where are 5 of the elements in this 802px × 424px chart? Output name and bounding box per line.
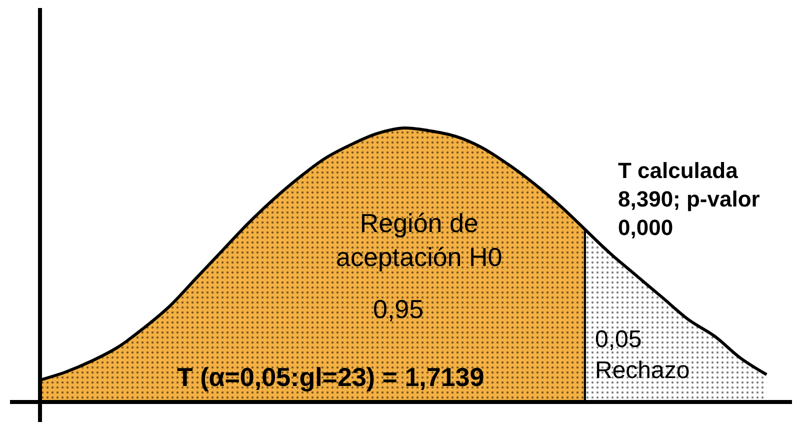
annotation: 0,95 [373,294,424,324]
annotation: Región de aceptación H0 [336,208,502,272]
annotation: T (α=0,05:gl=23) = 1,7139 [177,362,484,392]
annotation: 0,05 Rechazo [595,326,690,384]
annotation: T calculada 8,390; p-valor 0,000 [618,158,760,240]
